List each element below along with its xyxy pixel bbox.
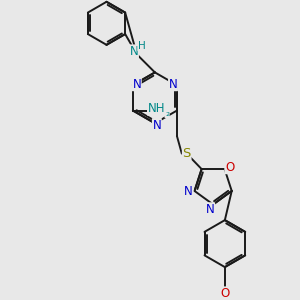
Text: N: N (169, 78, 177, 91)
Text: N: N (130, 45, 138, 58)
Text: H: H (138, 40, 146, 51)
Text: N: N (206, 203, 214, 216)
Text: S: S (182, 147, 191, 160)
Text: N: N (132, 78, 141, 91)
Text: O: O (225, 160, 234, 174)
Text: ₂: ₂ (165, 107, 169, 118)
Text: N: N (184, 185, 193, 198)
Text: N: N (152, 119, 161, 132)
Text: NH: NH (148, 102, 165, 115)
Text: O: O (220, 287, 230, 300)
